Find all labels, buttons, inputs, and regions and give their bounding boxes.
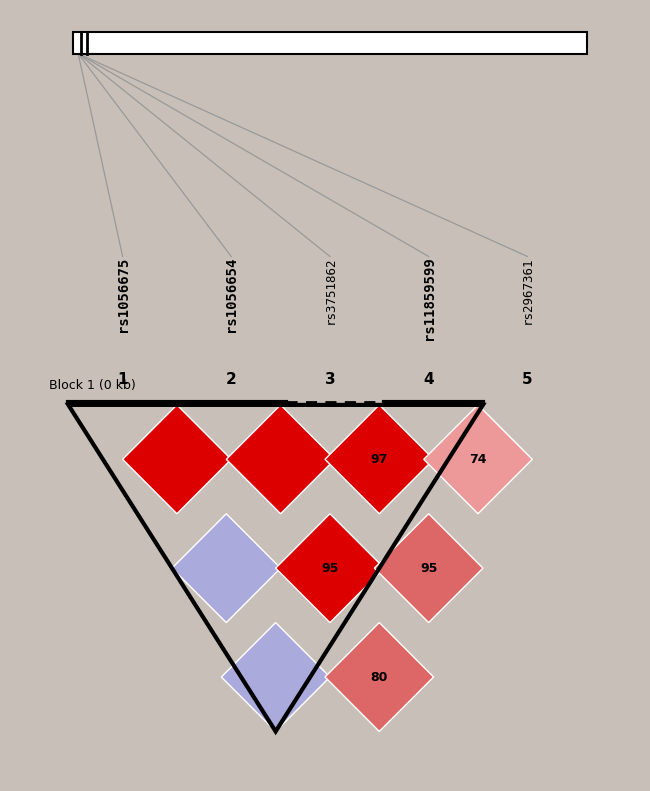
Text: 4: 4 (423, 372, 434, 387)
Polygon shape (123, 405, 231, 513)
Text: 1: 1 (118, 372, 128, 387)
Polygon shape (222, 623, 330, 732)
Text: 74: 74 (469, 452, 487, 466)
Polygon shape (172, 513, 281, 623)
Polygon shape (276, 513, 384, 623)
Text: 95: 95 (420, 562, 437, 575)
Text: 95: 95 (321, 562, 339, 575)
Text: 2: 2 (226, 372, 237, 387)
Text: 97: 97 (370, 452, 388, 466)
Polygon shape (424, 405, 532, 513)
Polygon shape (325, 405, 434, 513)
Text: rs11859599: rs11859599 (422, 256, 436, 340)
Bar (73, 32, 586, 54)
Text: rs1056675: rs1056675 (116, 256, 129, 332)
Text: rs2967361: rs2967361 (521, 256, 534, 324)
Polygon shape (325, 623, 434, 732)
Text: 3: 3 (324, 372, 335, 387)
Text: Block 1 (0 kb): Block 1 (0 kb) (49, 379, 135, 392)
Text: rs1056654: rs1056654 (224, 256, 238, 332)
Text: 80: 80 (370, 671, 388, 683)
Text: 5: 5 (522, 372, 533, 387)
Text: rs3751862: rs3751862 (324, 256, 337, 324)
Polygon shape (226, 405, 335, 513)
Polygon shape (374, 513, 483, 623)
